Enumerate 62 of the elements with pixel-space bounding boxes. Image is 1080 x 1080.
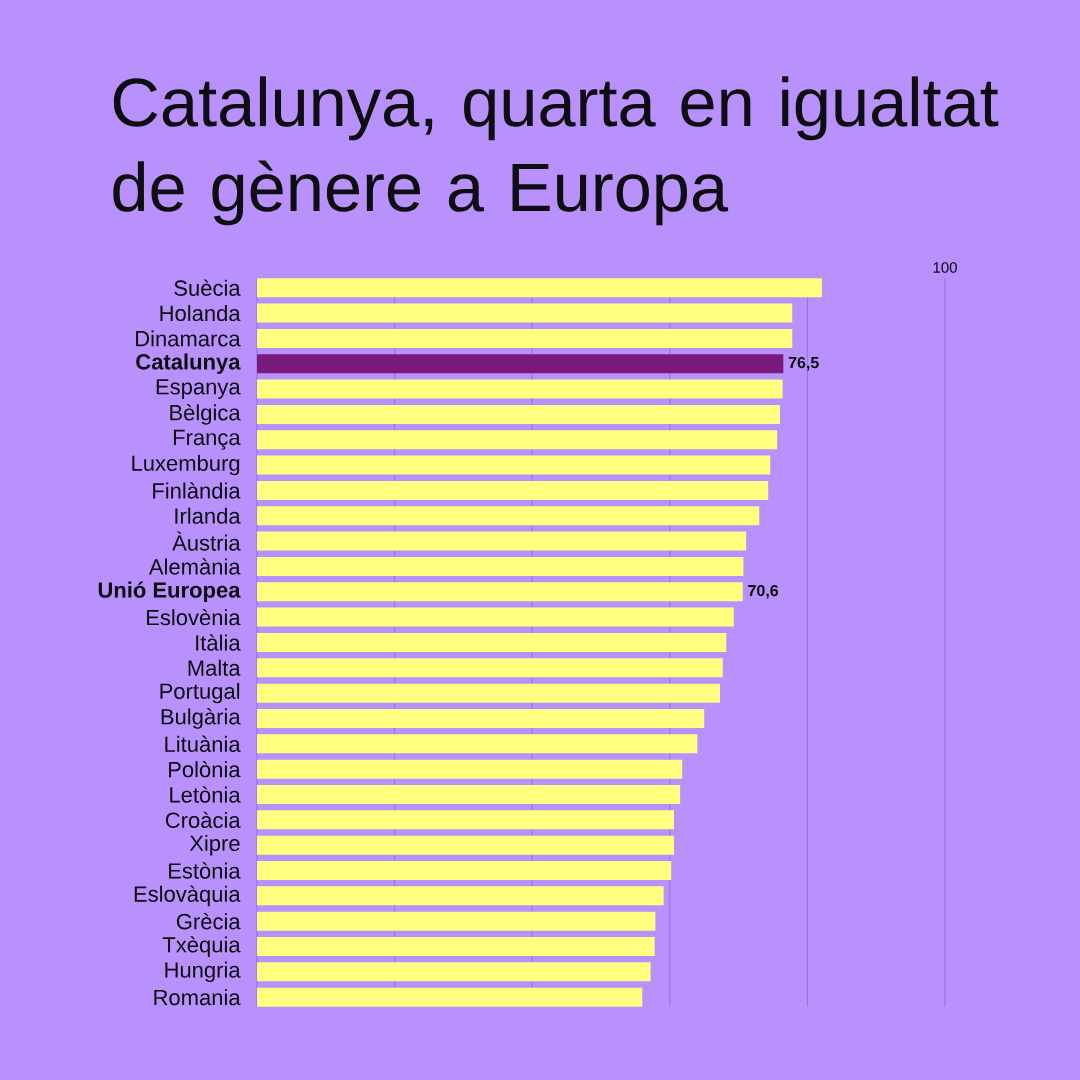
y-tick-label: Eslovènia xyxy=(147,608,241,626)
bar xyxy=(257,455,771,475)
y-tick-label: Xipre xyxy=(189,834,240,856)
y-tick-label: Bulgària xyxy=(161,708,241,729)
y-tick-label: Suècia xyxy=(174,279,241,296)
y-tick-label: Luxemburg xyxy=(132,454,240,476)
y-tick-label: Dinamarca xyxy=(136,330,241,347)
bar xyxy=(257,328,793,348)
y-tick-label: Txèquia xyxy=(162,936,241,957)
bar xyxy=(257,354,784,374)
bar xyxy=(257,506,760,526)
bar xyxy=(257,379,783,399)
y-tick-label: Portugal xyxy=(160,682,240,704)
bar xyxy=(257,784,681,804)
bar xyxy=(257,582,743,602)
bar xyxy=(257,708,705,728)
data-label: 76,5 xyxy=(788,356,819,371)
y-tick-label: Catalunya xyxy=(136,353,241,374)
bar xyxy=(257,303,793,323)
bar xyxy=(257,987,643,1007)
y-tick-label: Irlanda xyxy=(175,507,241,524)
y-tick-label: Itàlia xyxy=(196,634,241,651)
bar xyxy=(257,278,822,298)
bar xyxy=(257,556,744,576)
bar xyxy=(257,886,664,906)
data-label: 70,6 xyxy=(748,584,779,599)
y-tick-label: Unió Europea xyxy=(98,581,241,603)
bar xyxy=(257,734,698,754)
y-tick-label: Polònia xyxy=(169,760,241,778)
y-tick-label: Letònia xyxy=(170,786,241,803)
bar xyxy=(257,861,672,881)
bar xyxy=(257,658,723,678)
y-tick-label: Hungria xyxy=(165,961,241,983)
bar xyxy=(257,835,674,855)
bar xyxy=(257,531,747,551)
y-tick-label: Grècia xyxy=(176,912,241,930)
bar xyxy=(257,759,683,779)
chart-title: Catalunya, quarta en igualtat de gènere a Europa xyxy=(113,76,999,226)
y-tick-label: Croàcia xyxy=(165,811,241,829)
bar xyxy=(257,911,656,931)
y-tick-label: Malta xyxy=(188,659,241,676)
x-tick-label: 100 xyxy=(933,262,957,273)
y-tick-label: Alemània xyxy=(148,558,241,575)
y-tick-label: Lituània xyxy=(165,735,241,753)
y-tick-label: Estònia xyxy=(169,862,241,879)
bar xyxy=(257,404,780,424)
bar xyxy=(257,632,727,652)
bar xyxy=(257,607,734,627)
y-tick-label: Àustria xyxy=(172,531,241,551)
y-tick-label: Eslovàquia xyxy=(134,885,241,907)
y-tick-label: Bèlgica xyxy=(170,404,241,425)
y-tick-label: Espanya xyxy=(156,379,241,399)
bar xyxy=(257,962,651,982)
bar xyxy=(257,683,721,703)
bar xyxy=(257,480,769,500)
y-tick-label: Romania xyxy=(154,989,241,1006)
y-tick-label: França xyxy=(173,429,241,450)
y-tick-label: Finlàndia xyxy=(153,482,241,499)
bar xyxy=(257,937,655,957)
bar xyxy=(257,430,778,450)
y-tick-label: Holanda xyxy=(160,304,241,322)
bar xyxy=(257,810,674,830)
